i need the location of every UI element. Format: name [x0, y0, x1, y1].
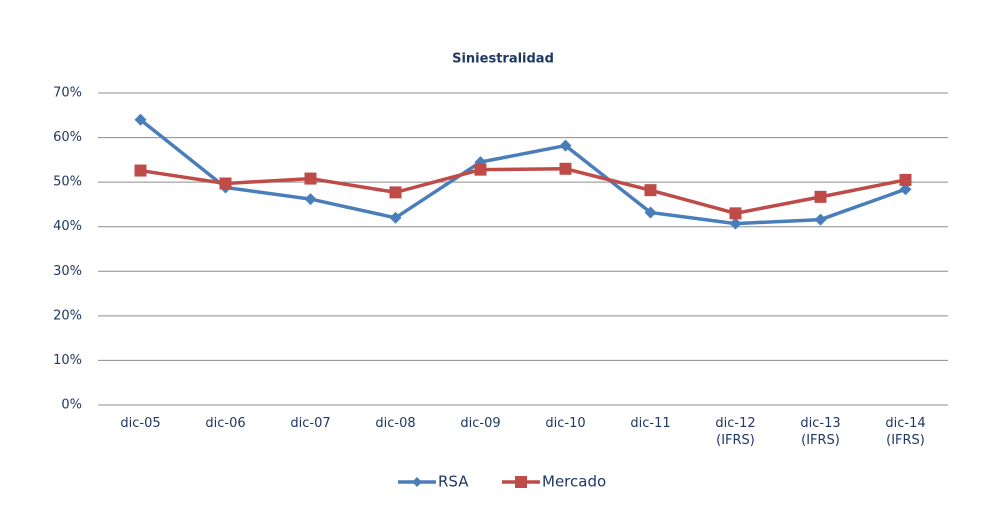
data-point: [219, 177, 232, 190]
data-point: [134, 113, 147, 126]
y-tick-label: 60%: [53, 130, 82, 145]
data-point: [304, 172, 317, 185]
x-tick-label: dic-10: [545, 416, 586, 431]
x-tick-label: dic-08: [375, 416, 416, 431]
x-tick-label: dic-05: [120, 416, 161, 431]
x-tick-label: dic-12 (IFRS): [715, 416, 756, 448]
x-tick-label: dic-14 (IFRS): [885, 416, 926, 448]
y-tick-label: 20%: [53, 308, 82, 323]
y-tick-label: 70%: [53, 86, 82, 101]
data-point: [729, 207, 742, 220]
legend-label: Mercado: [542, 473, 606, 491]
y-tick-label: 40%: [53, 219, 82, 234]
y-tick-label: 0%: [61, 398, 82, 413]
x-tick-label: dic-11: [630, 416, 671, 431]
data-point: [899, 183, 912, 196]
y-tick-label: 30%: [53, 264, 82, 279]
chart-title: Siniestralidad: [452, 52, 554, 67]
data-point: [134, 164, 147, 177]
legend-marker: [412, 477, 422, 487]
data-point: [644, 206, 657, 219]
x-tick-label: dic-09: [460, 416, 501, 431]
y-tick-label: 50%: [53, 175, 82, 190]
data-point: [389, 211, 402, 224]
x-tick-label: dic-13 (IFRS): [800, 416, 841, 448]
x-tick-label: dic-06: [205, 416, 246, 431]
legend-label: RSA: [438, 473, 469, 491]
series-line: [140, 167, 906, 216]
legend-marker: [515, 476, 527, 488]
data-point: [814, 190, 827, 203]
x-tick-label: dic-07: [290, 416, 331, 431]
data-point: [814, 213, 827, 226]
data-point: [559, 139, 572, 152]
data-point: [729, 217, 742, 230]
y-tick-label: 10%: [53, 353, 82, 368]
data-point: [899, 173, 912, 186]
data-point: [644, 184, 657, 197]
data-point: [559, 162, 572, 175]
data-point: [389, 186, 402, 199]
data-point: [474, 163, 487, 176]
series-line: [139, 118, 907, 226]
data-point: [304, 193, 317, 206]
